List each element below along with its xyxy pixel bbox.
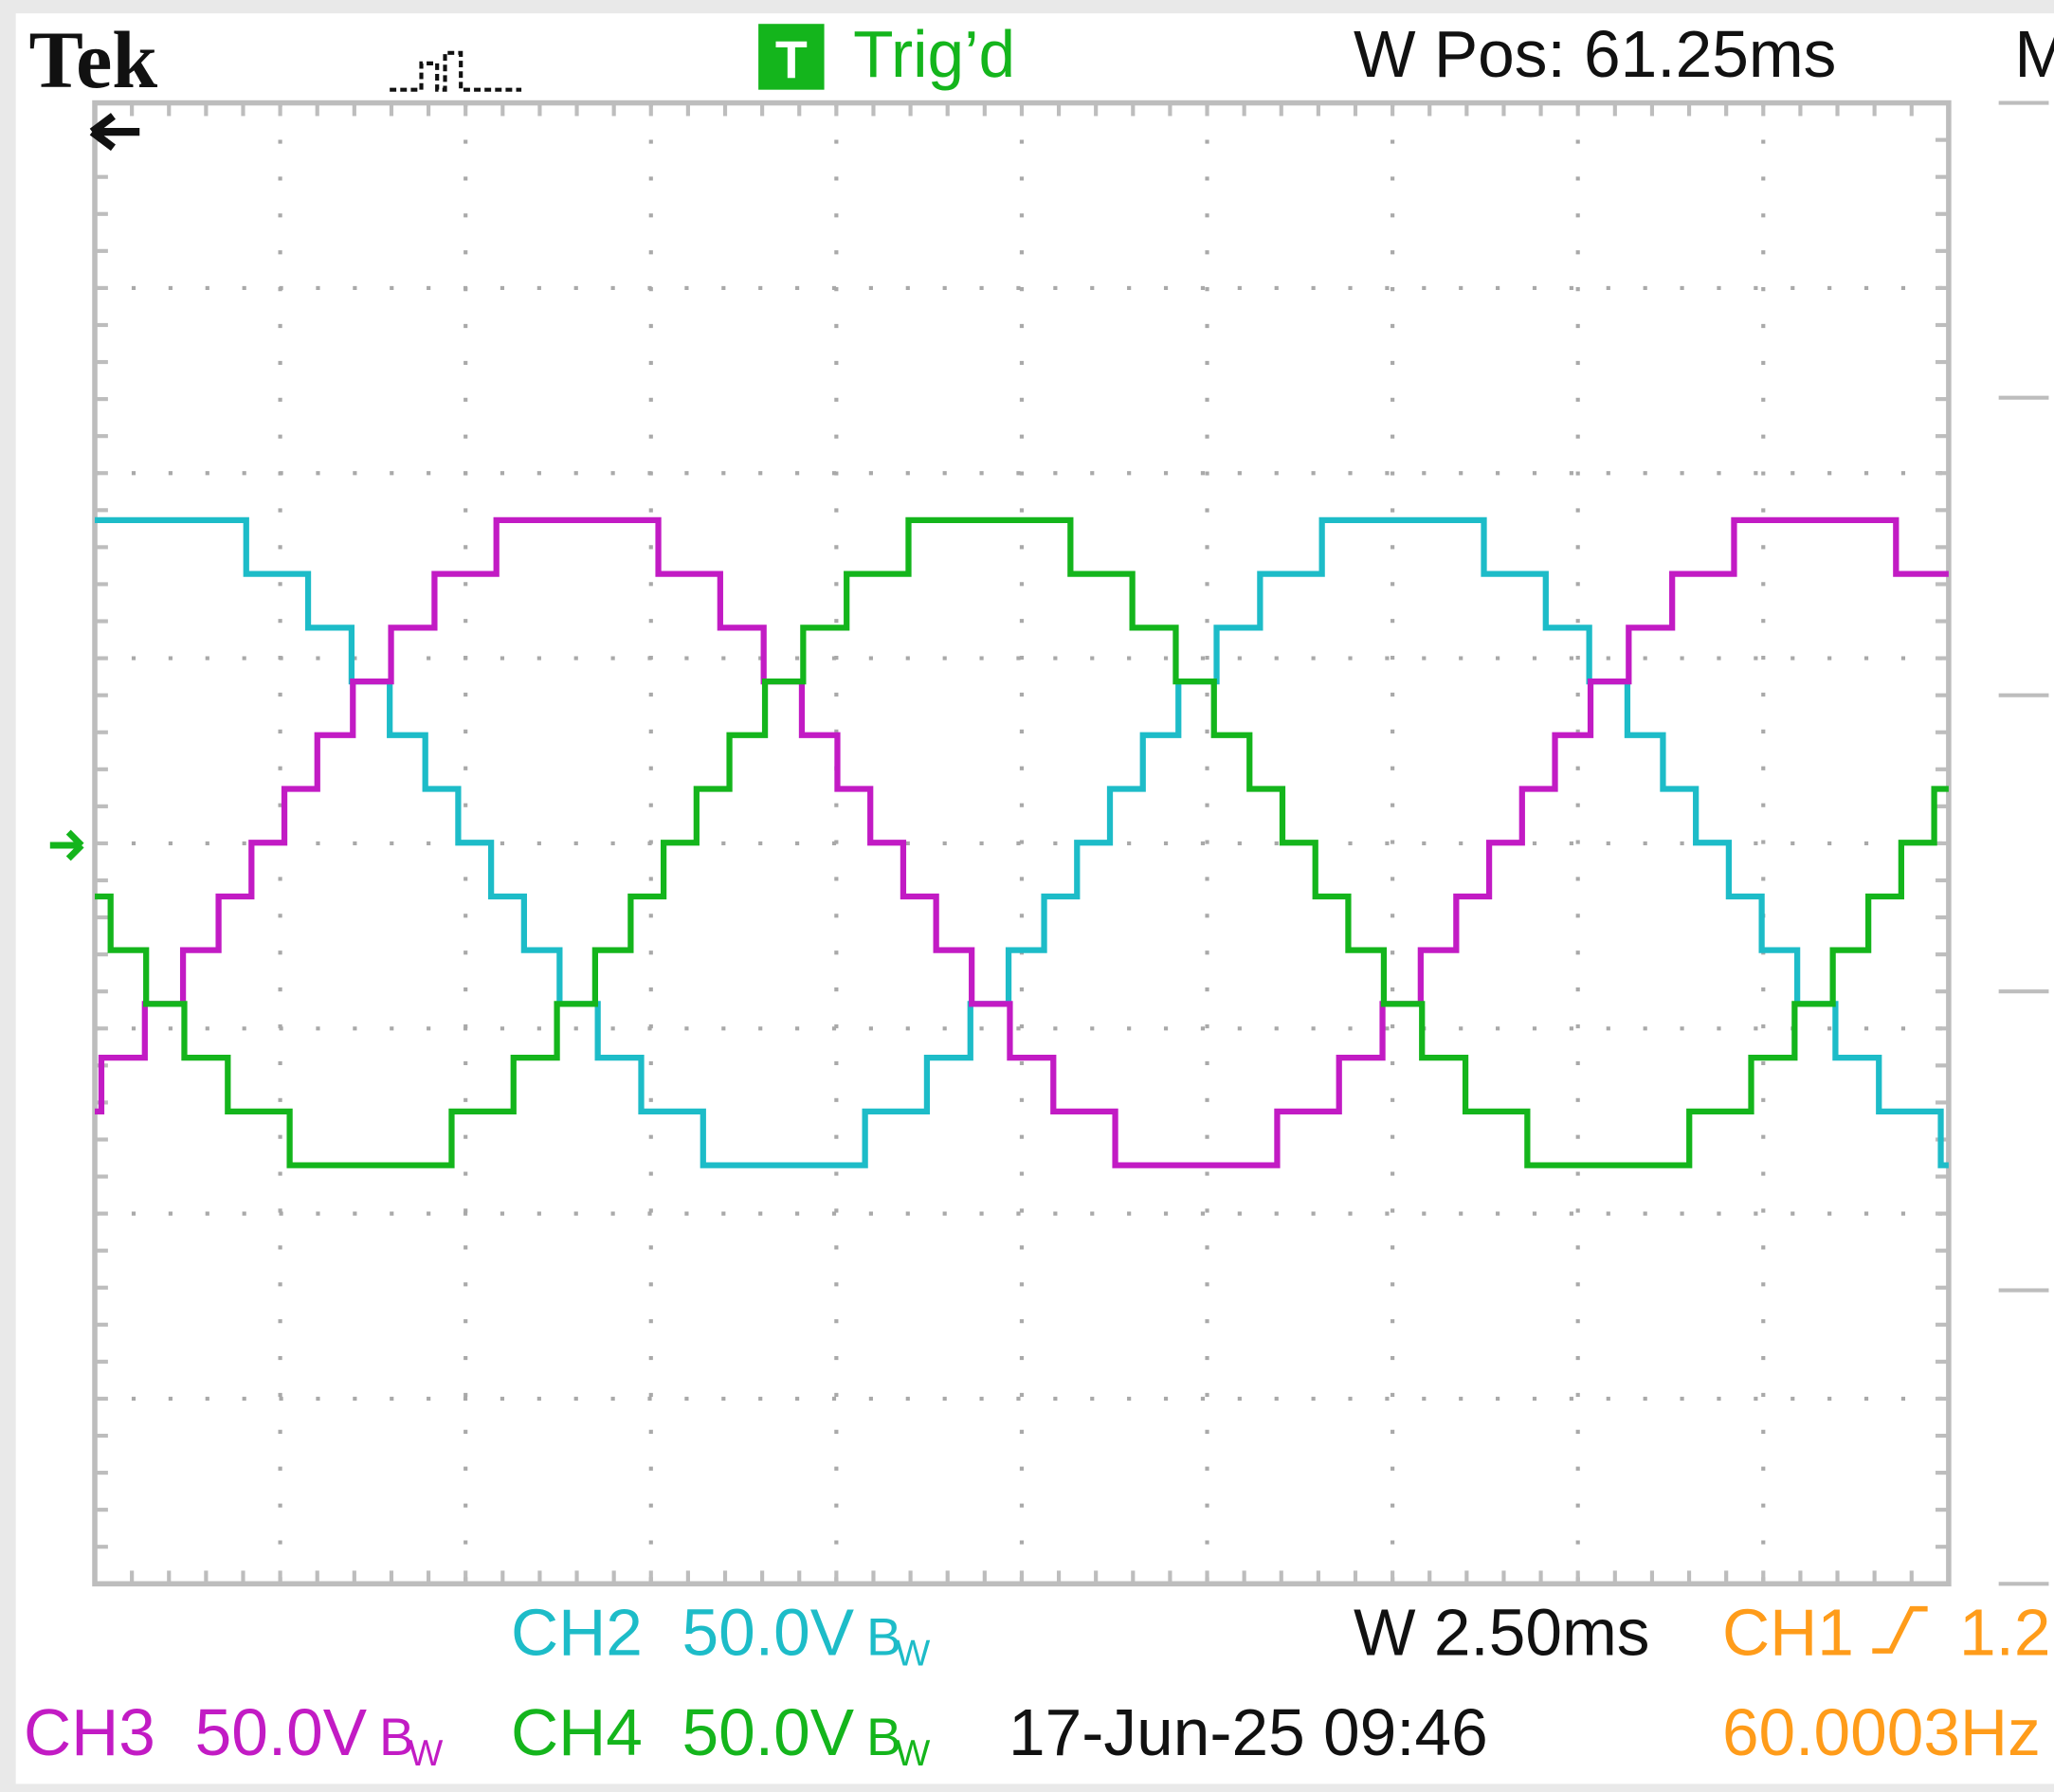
brand: Tek — [29, 14, 158, 105]
frequency: 60.0003Hz — [1722, 1695, 2041, 1769]
ch3-bandwidth: B — [379, 1708, 414, 1766]
trigger-slope-icon — [1872, 1605, 1928, 1654]
ch3-scale: 50.0V — [195, 1695, 368, 1769]
ch4-scale: 50.0V — [682, 1695, 855, 1769]
waveforms — [95, 516, 1949, 1168]
ch4-bandwidth: B — [866, 1708, 901, 1766]
horizontal-position: W Pos: 61.25ms — [1354, 17, 1836, 91]
graticule-border — [92, 100, 1952, 1587]
screen-bg — [15, 13, 2054, 1784]
trigger-icon: T — [775, 30, 808, 89]
trigger-level: 1.2 — [1959, 1595, 2051, 1669]
ch2-label: CH2 — [511, 1595, 643, 1669]
waveform-trace — [95, 516, 1949, 1168]
trigger-position-marker — [89, 113, 140, 152]
ch2-scale: 50.0V — [682, 1595, 855, 1669]
trigger-status: Trig’d — [853, 17, 1015, 91]
trigger-source: CH1 — [1722, 1595, 1854, 1669]
menu-label: M — [2014, 17, 2054, 91]
ch4-bandwidth-sub: W — [896, 1733, 931, 1774]
ch4-label: CH4 — [511, 1695, 643, 1769]
ch3-label: CH3 — [24, 1695, 155, 1769]
ground-marker — [49, 829, 84, 861]
ch3-bandwidth-sub: W — [409, 1733, 444, 1774]
acq-icon — [390, 50, 522, 92]
ch2-bandwidth-sub: W — [896, 1633, 931, 1674]
trigger-icon-bg — [758, 24, 825, 90]
date-time: 17-Jun-25 09:46 — [1009, 1695, 1488, 1769]
ch2-bandwidth: B — [866, 1607, 901, 1666]
timebase: W 2.50ms — [1354, 1595, 1650, 1669]
waveform-trace — [95, 516, 1949, 1168]
waveform-trace — [95, 516, 1949, 1168]
